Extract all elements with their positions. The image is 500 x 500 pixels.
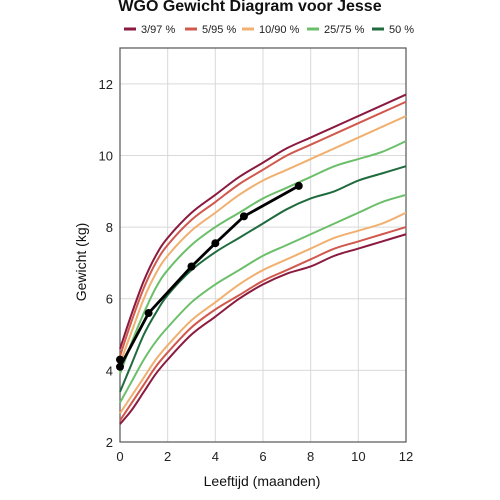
y-tick-label: 4 (106, 363, 113, 378)
grid (119, 47, 407, 443)
chart-title: WGO Gewicht Diagram voor Jesse (118, 0, 381, 15)
x-tick-label: 2 (164, 449, 171, 464)
y-tick-label: 6 (106, 292, 113, 307)
x-tick-label: 8 (307, 449, 314, 464)
legend-label-0: 3/97 % (141, 24, 175, 36)
y-tick-label: 8 (106, 220, 113, 235)
child-weight-point-1 (116, 362, 124, 371)
legend-label-2: 10/90 % (259, 24, 300, 36)
percentile-curve-1 (119, 233, 407, 425)
child-weight-point-6 (294, 181, 303, 190)
child-weight-point-5 (239, 212, 248, 221)
percentile-curve-7 (119, 193, 407, 404)
x-tick-label: 0 (116, 449, 123, 464)
x-tick-label: 6 (259, 449, 266, 464)
x-tick-label: 12 (399, 449, 413, 464)
child-weight-point-0 (116, 355, 124, 364)
child-weight-point-2 (144, 309, 153, 318)
y-axis-label: Gewicht (kg) (73, 223, 89, 302)
y-tick-label: 12 (99, 77, 113, 92)
x-axis-label: Leeftijd (maanden) (204, 473, 321, 489)
legend-label-1: 5/95 % (202, 24, 236, 36)
x-tick-label: 10 (351, 449, 365, 464)
legend: 3/97 % 5/95 % 10/90 % 25/75 % 50 % (124, 24, 414, 36)
legend-label-3: 25/75 % (324, 24, 365, 36)
plot-frame (119, 47, 407, 443)
percentile-curves (119, 93, 407, 425)
child-weight-point-3 (187, 262, 196, 271)
x-tick-label: 4 (212, 449, 219, 464)
y-tick-label: 2 (106, 435, 113, 450)
percentile-curve-5 (119, 211, 407, 414)
percentile-curve-2 (119, 100, 407, 357)
child-weight-point-4 (211, 239, 220, 248)
percentile-curve-8 (119, 165, 407, 393)
child-weight-series (116, 181, 303, 371)
percentile-curve-6 (119, 140, 407, 375)
legend-label-4: 50 % (389, 24, 414, 36)
y-tick-label: 10 (99, 148, 113, 163)
percentile-curve-0 (119, 93, 407, 350)
percentile-curve-4 (119, 115, 407, 364)
percentile-curve-3 (119, 226, 407, 422)
